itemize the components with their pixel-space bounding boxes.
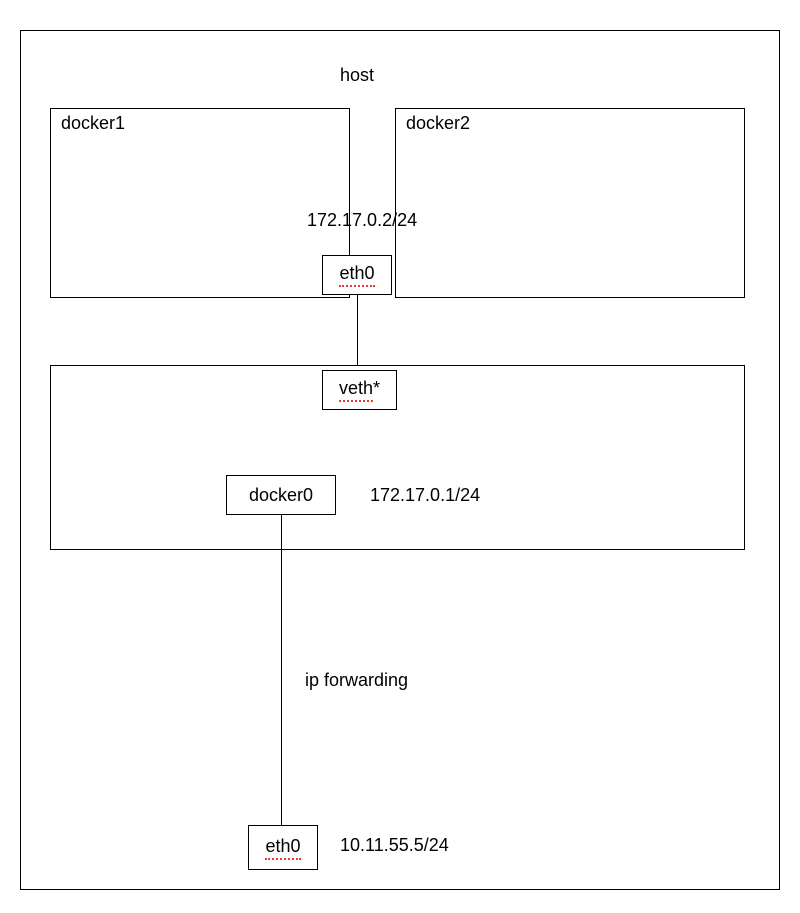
- eth0-bottom-box: eth0: [248, 825, 318, 870]
- host-label: host: [340, 65, 374, 86]
- docker2-label: docker2: [406, 113, 470, 134]
- docker0-text: docker0: [249, 485, 313, 506]
- edge-docker0-eth0: [281, 515, 282, 825]
- bridge-box: [50, 365, 745, 550]
- docker0-box: docker0: [226, 475, 336, 515]
- docker1-label: docker1: [61, 113, 125, 134]
- eth0-top-text: eth0: [339, 263, 374, 287]
- docker1-box: docker1: [50, 108, 350, 298]
- eth0-bottom-text: eth0: [265, 836, 300, 860]
- eth0-top-ip-label: 172.17.0.2/24: [307, 210, 417, 231]
- edge-eth0-veth: [357, 295, 358, 370]
- eth0-bottom-ip-label: 10.11.55.5/24: [340, 835, 449, 856]
- docker0-ip-label: 172.17.0.1/24: [370, 485, 480, 506]
- ip-forwarding-label: ip forwarding: [305, 670, 408, 691]
- eth0-top-box: eth0: [322, 255, 392, 295]
- veth-box: veth*: [322, 370, 397, 410]
- veth-text: veth*: [339, 378, 380, 402]
- docker2-box: docker2: [395, 108, 745, 298]
